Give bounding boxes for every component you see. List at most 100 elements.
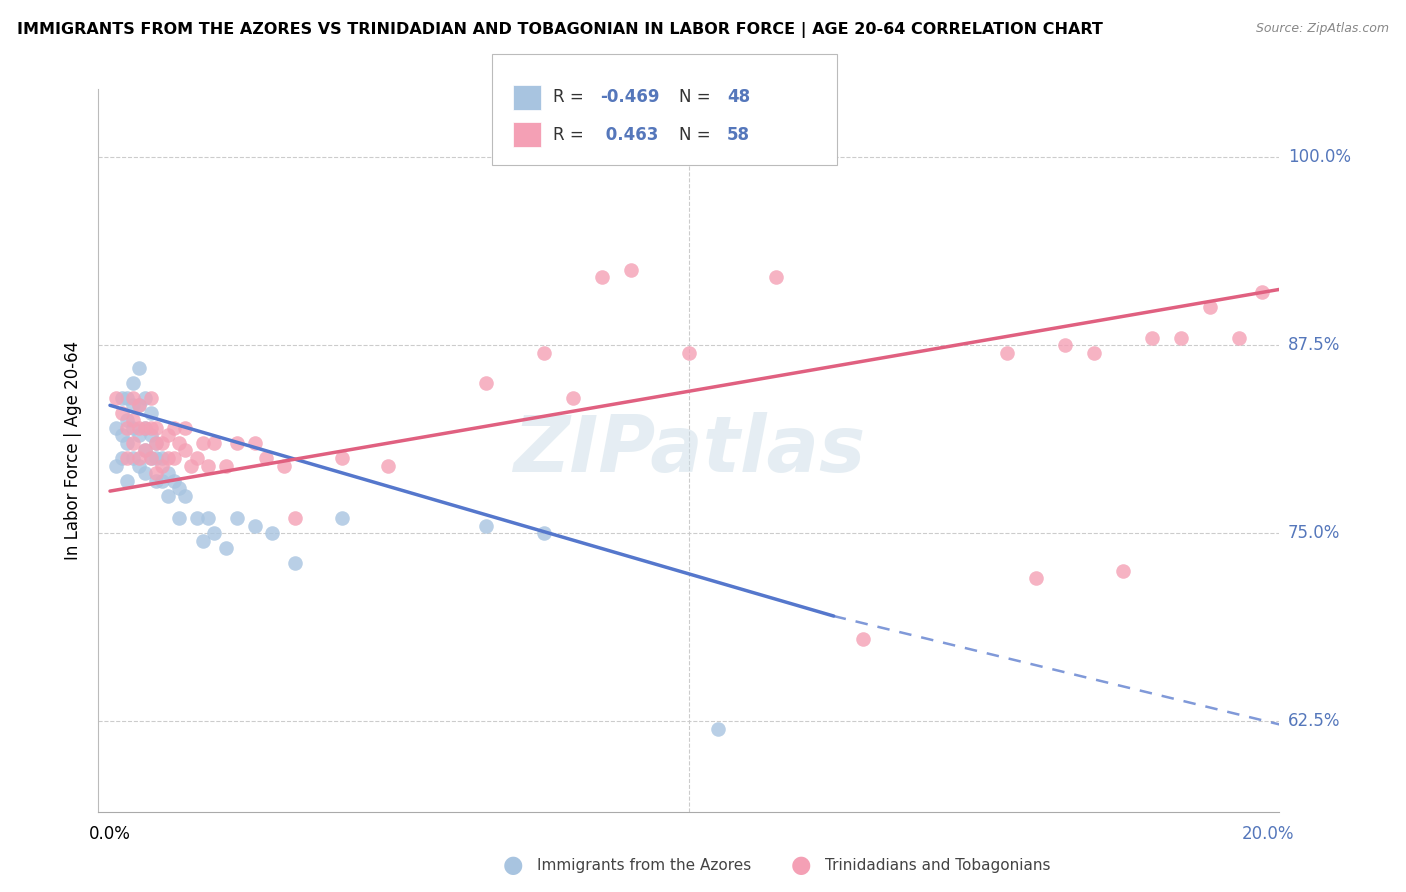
Point [139,450,162,465]
Point [226,511,249,525]
Point [117,421,139,435]
Point [169,481,191,495]
Point [122,421,145,435]
Point [1227,330,1250,344]
Point [134,421,156,435]
Point [122,398,145,412]
Point [620,262,643,277]
Point [284,511,307,525]
Point [110,428,132,442]
Point [150,474,173,488]
Point [1083,345,1105,359]
Point [104,458,127,473]
Point [104,421,127,435]
Point [852,632,875,646]
Point [1199,301,1222,315]
Point [128,360,150,375]
Point [273,458,295,473]
Point [174,421,197,435]
Point [128,421,150,435]
Point [678,345,700,359]
Point [1112,564,1135,578]
Point [533,345,555,359]
Point [104,391,127,405]
Point [562,391,585,405]
Point [128,450,150,465]
Point [765,270,787,285]
Point [139,406,162,420]
Point [128,428,150,442]
Point [226,436,249,450]
Point [110,391,132,405]
Point [174,489,197,503]
Text: 48: 48 [727,88,749,106]
Point [197,511,219,525]
Point [150,458,173,473]
Text: Trinidadians and Tobagonians: Trinidadians and Tobagonians [825,858,1050,872]
Point [191,436,214,450]
Point [122,450,145,465]
Point [156,428,179,442]
Text: ZIPatlas: ZIPatlas [513,412,865,489]
Point [1054,338,1077,352]
Text: 87.5%: 87.5% [1288,336,1340,354]
Point [145,474,167,488]
Text: 58: 58 [727,126,749,144]
Point [163,450,186,465]
Text: N =: N = [679,88,716,106]
Text: 0.0%: 0.0% [89,825,131,844]
Point [134,391,156,405]
Point [1140,330,1163,344]
Text: 0.463: 0.463 [600,126,659,144]
Point [110,406,132,420]
Point [117,391,139,405]
Point [1170,330,1192,344]
Point [150,450,173,465]
Point [122,376,145,390]
Point [122,391,145,405]
Point [134,421,156,435]
Text: IMMIGRANTS FROM THE AZORES VS TRINIDADIAN AND TOBAGONIAN IN LABOR FORCE | AGE 20: IMMIGRANTS FROM THE AZORES VS TRINIDADIA… [17,22,1102,38]
Point [134,443,156,458]
Point [145,450,167,465]
Point [122,436,145,450]
Point [707,722,730,736]
Point [145,466,167,480]
Point [139,391,162,405]
Point [145,436,167,450]
Point [117,474,139,488]
Text: ●: ● [792,854,811,877]
Point [156,450,179,465]
Point [117,413,139,427]
Point [533,526,555,541]
Text: Source: ZipAtlas.com: Source: ZipAtlas.com [1256,22,1389,36]
Point [128,398,150,412]
Point [254,450,277,465]
Point [156,489,179,503]
Point [156,466,179,480]
Point [163,421,186,435]
Point [330,450,353,465]
Point [197,458,219,473]
Point [174,443,197,458]
Point [145,436,167,450]
Text: 62.5%: 62.5% [1288,713,1340,731]
Point [134,443,156,458]
Point [180,458,202,473]
Point [215,541,238,556]
Point [186,450,208,465]
Point [262,526,284,541]
Point [128,458,150,473]
Point [134,466,156,480]
Point [215,458,238,473]
Point [377,458,399,473]
Point [284,557,307,571]
Point [243,436,266,450]
Point [139,450,162,465]
Point [475,376,498,390]
Point [163,474,186,488]
Text: 100.0%: 100.0% [1288,148,1351,166]
Text: R =: R = [553,126,589,144]
Point [202,436,225,450]
Point [150,436,173,450]
